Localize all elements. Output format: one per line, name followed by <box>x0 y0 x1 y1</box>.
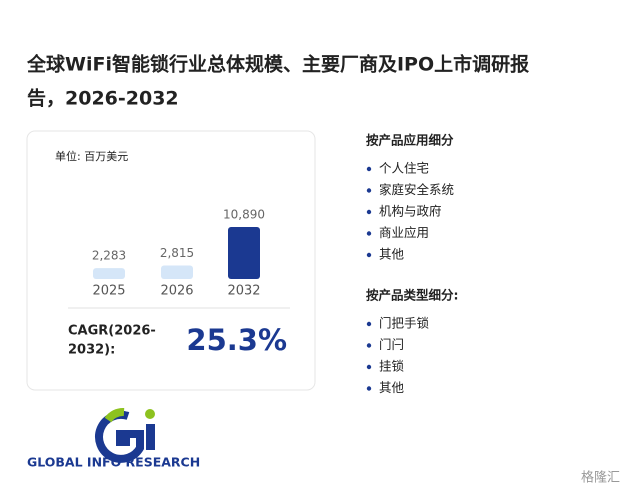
value-label: 2,815 <box>160 246 194 260</box>
bullet <box>366 209 372 215</box>
logo-arc <box>104 408 125 423</box>
bullet <box>366 231 372 236</box>
segment-item: 个人住宅 <box>379 161 429 176</box>
title-line-1: 全球WiFi智能锁行业总体规模、主要厂商及IPO上市调研报 <box>26 53 529 76</box>
bullet <box>366 321 372 327</box>
cagr-label-1: CAGR(2026- <box>68 324 156 339</box>
title-line-2: 告，2026-2032 <box>27 87 179 110</box>
segment-item: 商业应用 <box>379 225 429 240</box>
bar <box>228 227 260 279</box>
logo-text: GLOBAL INFO RESEARCH <box>27 455 200 470</box>
bullet <box>366 386 372 391</box>
segment-item: 其他 <box>379 247 405 262</box>
value-label: 10,890 <box>223 208 265 222</box>
bullet <box>366 364 372 370</box>
segment-item: 门闩 <box>379 337 404 352</box>
segment-item: 机构与政府 <box>379 204 442 219</box>
segment-item: 其他 <box>379 380 405 395</box>
bar <box>93 268 125 279</box>
logo-i <box>146 424 155 450</box>
value-label: 2,283 <box>92 249 126 263</box>
bar <box>161 265 193 279</box>
x-tick-label: 2025 <box>92 284 125 299</box>
segment-item: 挂锁 <box>379 359 405 374</box>
bullet <box>366 252 372 258</box>
cagr-value: 25.3% <box>186 323 287 357</box>
logo: GLOBAL INFO RESEARCH <box>27 408 200 470</box>
card <box>26 130 316 391</box>
bullet <box>366 166 372 172</box>
segment-heading: 按产品应用细分 <box>366 133 454 148</box>
segment-heading: 按产品类型细分: <box>366 288 459 303</box>
watermark: 格隆汇 <box>581 470 620 486</box>
x-tick-label: 2026 <box>160 284 193 299</box>
logo-g <box>95 410 144 463</box>
cagr-label-2: 2032): <box>68 343 115 358</box>
logo-dot <box>145 409 155 419</box>
x-tick-label: 2032 <box>227 284 260 299</box>
bullet <box>366 188 372 193</box>
bullet <box>366 343 372 348</box>
segment-item: 门把手锁 <box>379 316 430 331</box>
segment-item: 家庭安全系统 <box>379 182 454 197</box>
unit-label: 单位: 百万美元 <box>55 149 128 163</box>
